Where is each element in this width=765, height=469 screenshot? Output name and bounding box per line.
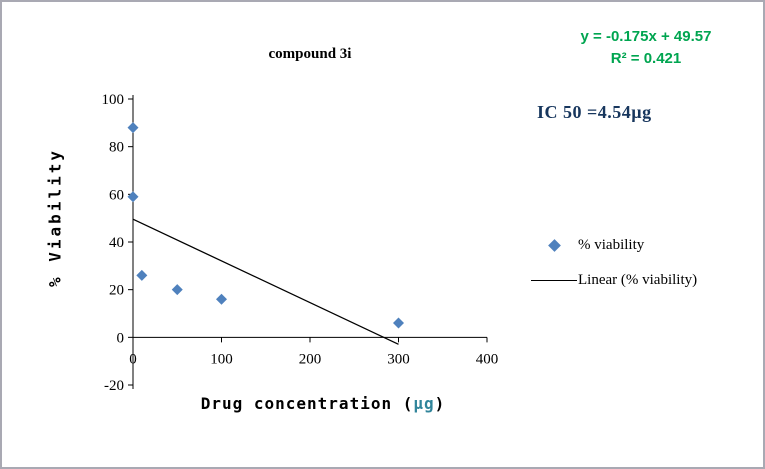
trendline bbox=[132, 218, 399, 345]
x-tick-label: 200 bbox=[299, 351, 322, 367]
r-squared-line: R² = 0.421 bbox=[610, 50, 682, 67]
legend-item-viability: % viability bbox=[530, 228, 762, 263]
equation-line: y = -0.175x + 49.57 bbox=[580, 28, 712, 45]
chart-title: compound 3i bbox=[268, 46, 352, 62]
y-tick-label: 20 bbox=[109, 283, 124, 299]
x-axis-title-paren-close: ) bbox=[434, 394, 446, 413]
y-axis-title: % Viability bbox=[45, 148, 65, 287]
legend-label-viability: % viability bbox=[578, 237, 645, 253]
trendline-equation: y = -0.175x + 49.57 R² = 0.421 bbox=[540, 26, 752, 70]
x-tick-label: 400 bbox=[476, 351, 499, 367]
legend-marker-cell bbox=[530, 239, 578, 252]
y-tick-label: 80 bbox=[109, 140, 124, 156]
x-axis-title-unit: µg bbox=[413, 394, 435, 413]
data-point-diamond bbox=[136, 269, 148, 281]
legend-label-linear: Linear (% viability) bbox=[578, 272, 698, 288]
x-tick-label: 300 bbox=[387, 351, 410, 367]
legend-item-linear: Linear (% viability) bbox=[530, 263, 762, 298]
y-tick-label: 100 bbox=[102, 92, 125, 108]
chart-legend: % viability Linear (% viability) bbox=[530, 228, 762, 298]
y-tick-label: 40 bbox=[109, 235, 124, 251]
legend-line-marker bbox=[531, 280, 577, 281]
y-tick-label: -20 bbox=[104, 378, 124, 394]
legend-diamond-marker bbox=[547, 239, 561, 252]
x-axis-title-paren-open: ( bbox=[402, 394, 414, 413]
x-axis-title-text: Drug concentration bbox=[200, 394, 403, 413]
data-point-diamond bbox=[127, 122, 139, 134]
y-tick-label: 60 bbox=[109, 187, 124, 203]
data-point-diamond bbox=[171, 284, 183, 296]
x-tick-label: 0 bbox=[129, 351, 137, 367]
data-point-diamond bbox=[127, 191, 139, 203]
legend-marker-cell bbox=[530, 280, 578, 281]
data-point-diamond bbox=[216, 293, 227, 305]
ic50-annotation: IC 50 =4.54µg bbox=[537, 102, 652, 122]
x-tick-label: 100 bbox=[210, 351, 233, 367]
x-axis-title: Drug concentration (µg) bbox=[158, 394, 488, 413]
y-tick-label: 0 bbox=[117, 330, 125, 346]
data-point-diamond bbox=[393, 317, 404, 329]
